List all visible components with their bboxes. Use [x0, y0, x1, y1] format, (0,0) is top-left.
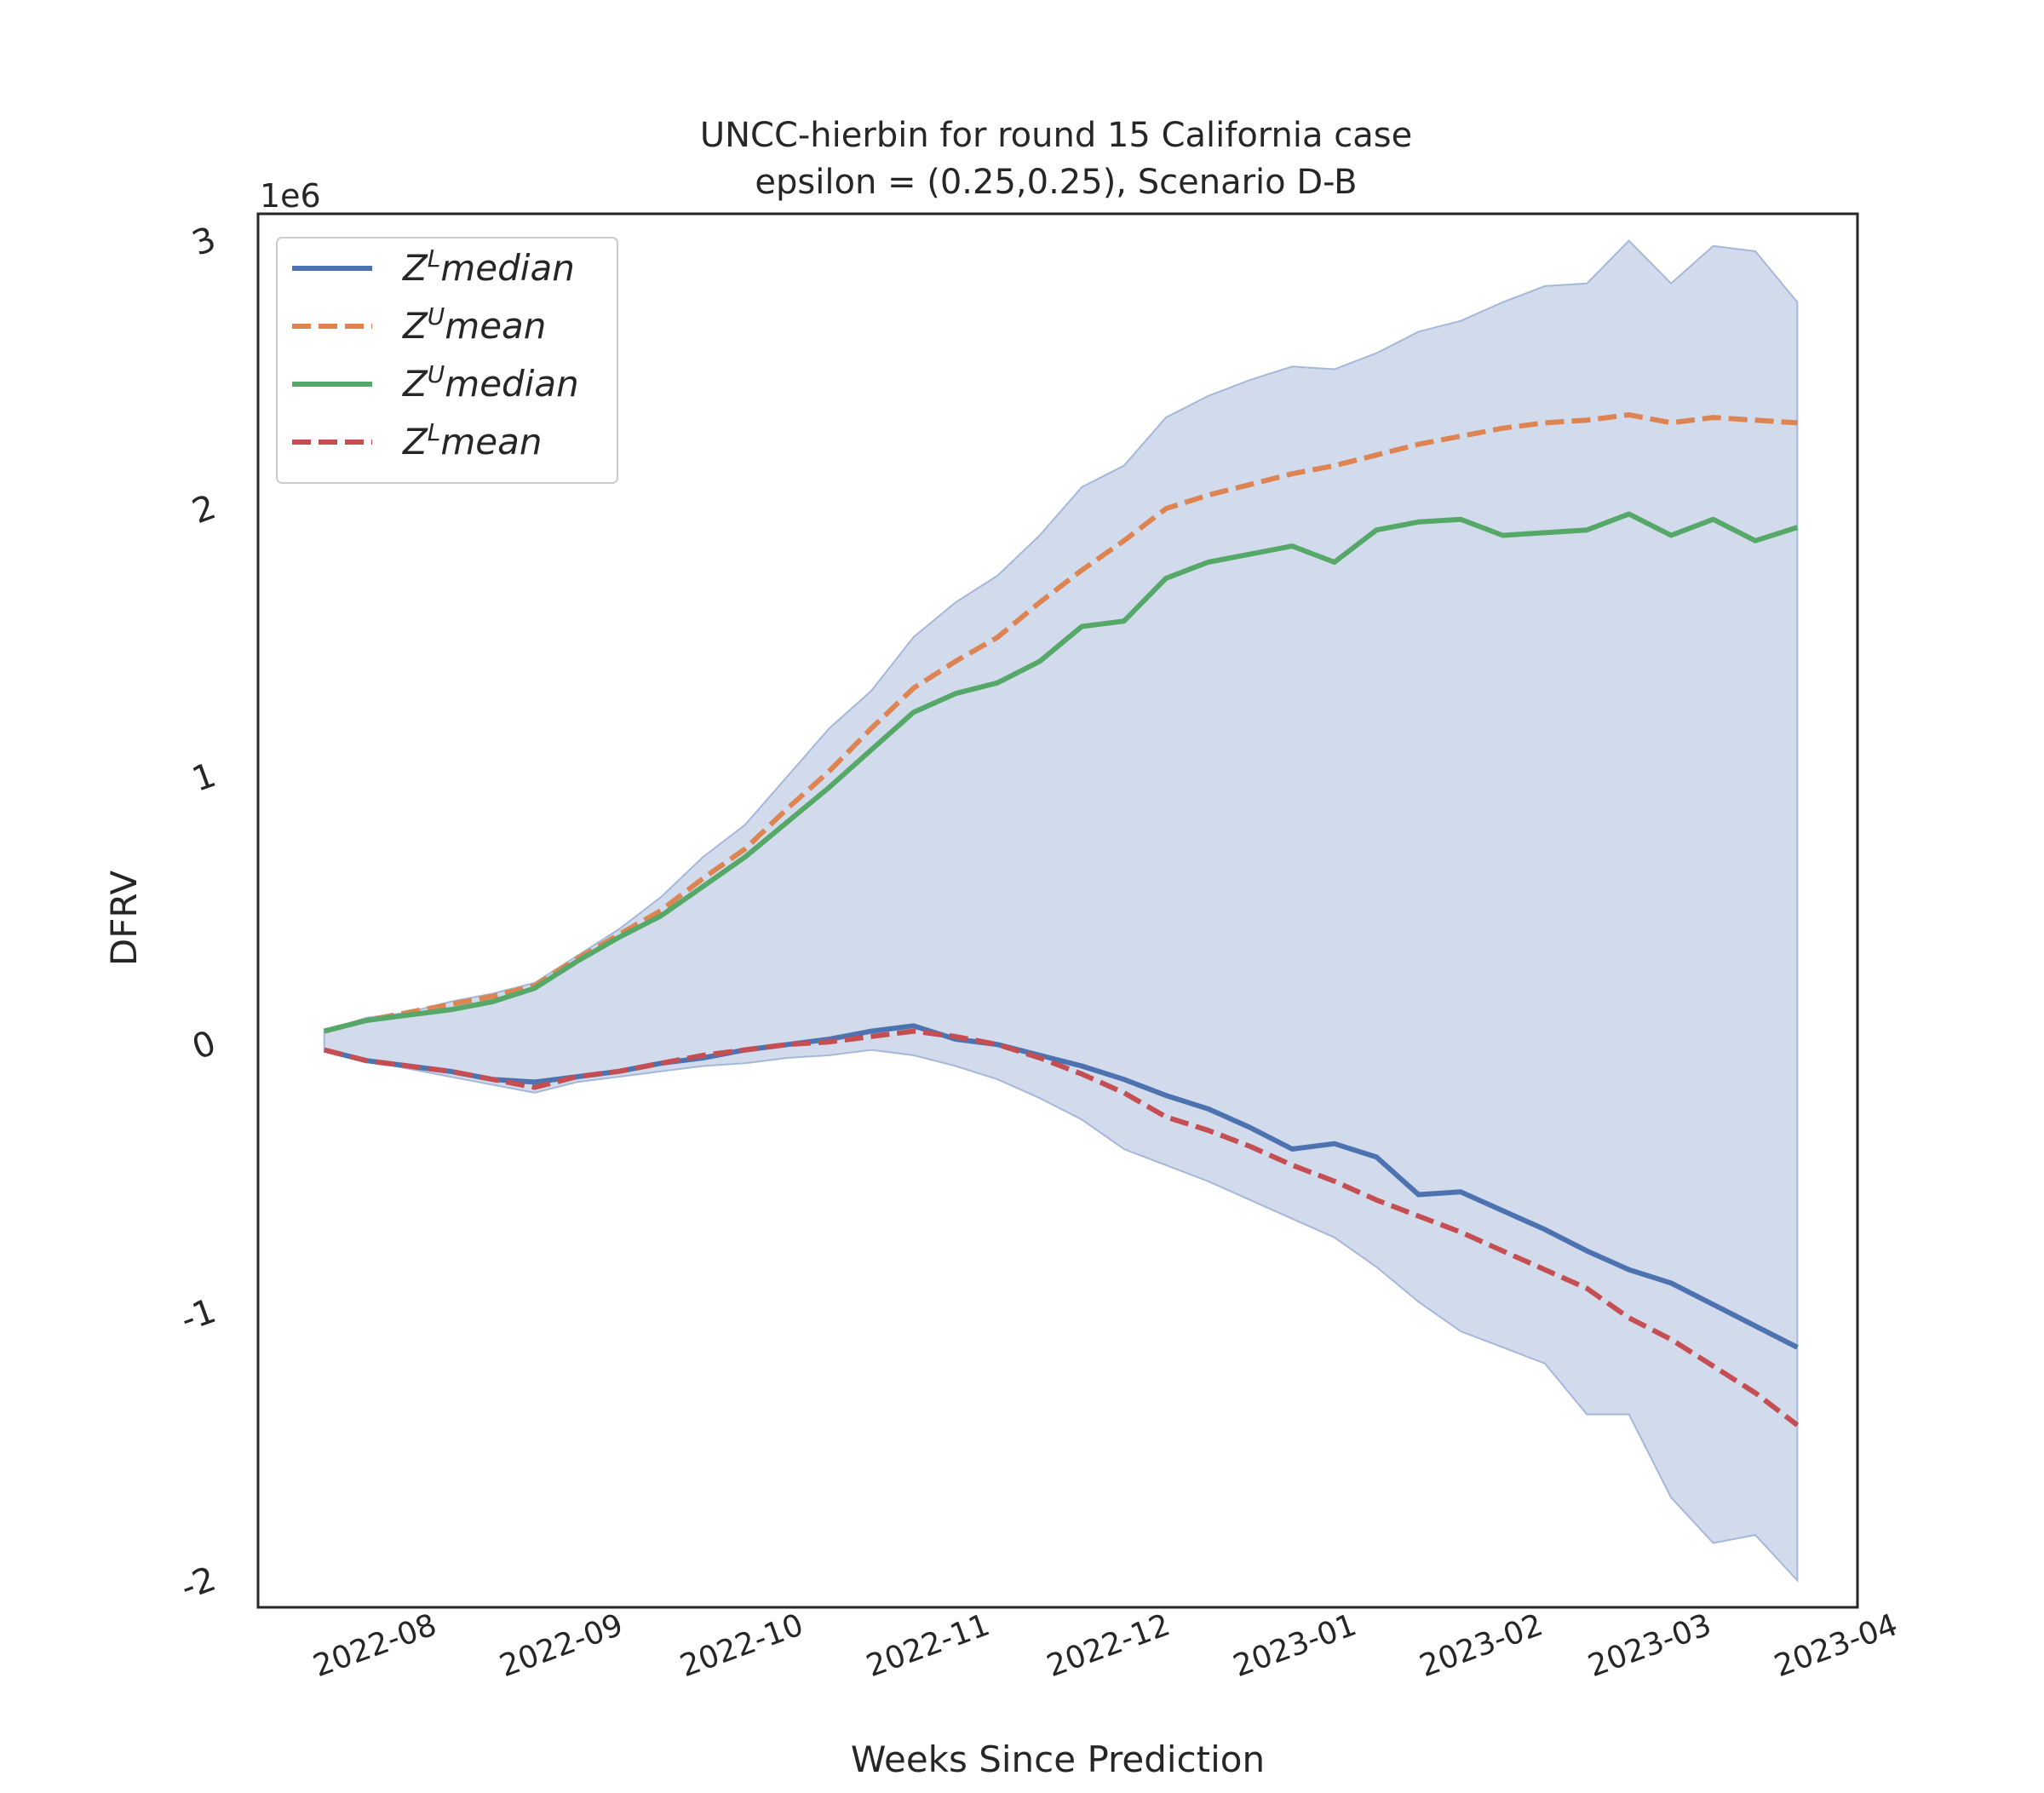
y-axis-label: DFRV [103, 871, 145, 966]
x-axis-label: Weeks Since Prediction [851, 1738, 1265, 1780]
uncertainty-band [323, 239, 1799, 1583]
legend: ZLmedian ZUmean ZUmedian ZLmean [276, 237, 618, 484]
series-lines-group [323, 412, 1800, 1428]
legend-label: ZLmedian [402, 244, 575, 289]
plot-frame [256, 212, 1859, 1609]
legend-label: ZUmean [402, 302, 546, 347]
uncertainty-band-group [323, 239, 1799, 1583]
chart-title-line2: epsilon = (0.25,0.25), Scenario D-B [755, 163, 1357, 202]
zu-median-line [323, 511, 1799, 1034]
legend-label: ZUmedian [402, 360, 579, 405]
legend-box [276, 237, 618, 484]
legend-label: ZLmean [402, 418, 543, 463]
y-offset-label: 1e6 [260, 177, 321, 215]
zl-mean-line [323, 1028, 1800, 1428]
chart-title-line1: UNCC-hierbin for round 15 California cas… [700, 116, 1412, 155]
zu-mean-line [323, 412, 1798, 1034]
